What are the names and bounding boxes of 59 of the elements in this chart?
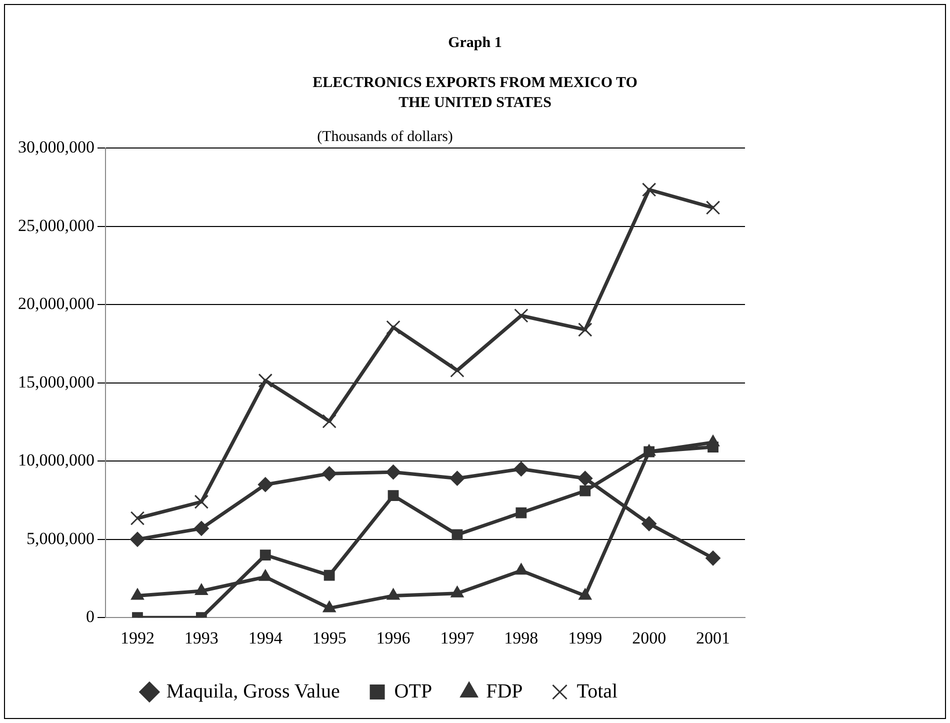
point: [642, 516, 657, 532]
legend-label: OTP: [394, 680, 432, 702]
point: [388, 490, 399, 502]
point: [644, 446, 655, 458]
legend-label: Maquila, Gross Value: [166, 680, 340, 702]
point: [514, 461, 529, 476]
point: [706, 200, 720, 215]
point: [708, 442, 718, 452]
point: [322, 600, 336, 612]
point: [642, 182, 656, 197]
text: (Thousands of dollars): [317, 129, 453, 145]
point: [386, 588, 400, 600]
point: [578, 588, 592, 600]
y-tick-label: 30,000,000: [18, 138, 94, 157]
x-tick-label: 1994: [248, 628, 283, 648]
point: [514, 308, 528, 323]
point: [130, 511, 145, 526]
point: [450, 586, 464, 598]
point: [258, 477, 273, 492]
point: [386, 464, 401, 480]
point: [258, 569, 272, 581]
point: [516, 507, 527, 518]
chart-title: Graph 1: [447, 35, 503, 52]
x-tick-label: 2001: [696, 628, 730, 648]
point: [452, 529, 463, 540]
point: [578, 470, 593, 486]
y-tick-label: 10,000,000: [18, 450, 94, 470]
point: [580, 485, 591, 496]
point: [130, 532, 145, 547]
point: [324, 570, 335, 581]
x-tick-label: 1999: [568, 628, 602, 648]
x-tick-label: 1996: [376, 628, 410, 648]
point: [322, 466, 337, 482]
x-tick-label: 1992: [120, 628, 154, 648]
point: [194, 584, 208, 595]
chart-subtitle: ELECTRONICS EXPORTS FROM MEXICO TO THE UNITED STATES: [312, 74, 638, 113]
x-tick-label: 1993: [184, 628, 218, 648]
point: [514, 563, 528, 575]
y-tick-label: 5,000,000: [26, 528, 94, 548]
point: [450, 363, 464, 378]
x-tick-label: 2000: [632, 628, 666, 648]
point: [386, 320, 400, 334]
point: [258, 373, 272, 388]
point: [194, 520, 209, 536]
x-tick-label: 1997: [440, 628, 475, 648]
y-tick-label: 0: [86, 607, 94, 626]
point: [260, 550, 271, 560]
point: [706, 550, 721, 566]
x-tick-label: 1995: [312, 628, 346, 648]
x-tick-label: 1998: [504, 628, 538, 648]
legend-label: Total: [576, 680, 618, 702]
point: [130, 588, 144, 600]
legend-label: FDP: [486, 680, 523, 702]
y-tick-label: 15,000,000: [18, 372, 94, 392]
y-tick-label: 20,000,000: [18, 294, 94, 314]
y-tick-label: 25,000,000: [18, 216, 94, 235]
point: [578, 322, 592, 337]
point: [194, 494, 209, 509]
point: [450, 470, 465, 486]
